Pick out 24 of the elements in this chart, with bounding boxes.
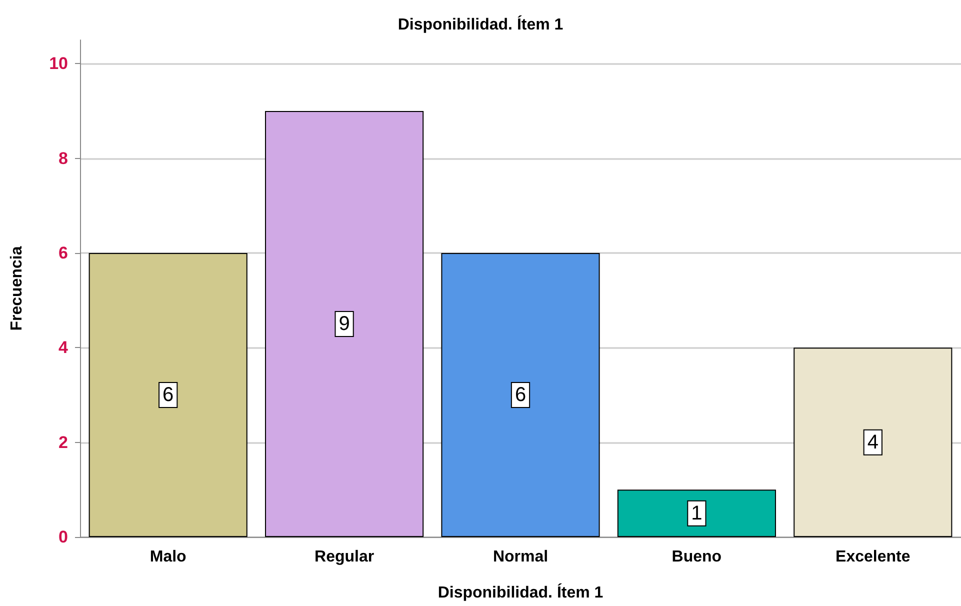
bar — [441, 253, 600, 537]
y-tick-label: 6 — [58, 244, 68, 262]
y-tick-label: 0 — [58, 528, 68, 546]
x-tick-label: Bueno — [672, 548, 722, 566]
data-label: 4 — [867, 431, 878, 454]
x-axis-title: Disponibilidad. Ítem 1 — [438, 582, 604, 602]
bar — [88, 253, 248, 537]
data-label: 1 — [691, 502, 702, 524]
data-label: 9 — [338, 313, 350, 335]
bar — [265, 111, 424, 537]
y-tick-label: 10 — [49, 54, 68, 74]
y-tick-label: 8 — [58, 148, 68, 168]
x-tick-label: Regular — [314, 548, 374, 566]
chart-title: Disponibilidad. Ítem 1 — [398, 14, 564, 34]
y-tick-label: 4 — [58, 338, 69, 358]
y-axis-title: Frecuencia — [8, 246, 26, 331]
data-label: 6 — [514, 384, 526, 406]
data-label: 6 — [162, 384, 174, 406]
bar — [617, 490, 776, 537]
x-tick-label: Malo — [150, 548, 187, 566]
x-tick-label: Excelente — [836, 548, 910, 566]
y-tick-label: 2 — [58, 432, 68, 452]
x-tick-label: Normal — [492, 548, 548, 566]
bar — [794, 348, 952, 537]
